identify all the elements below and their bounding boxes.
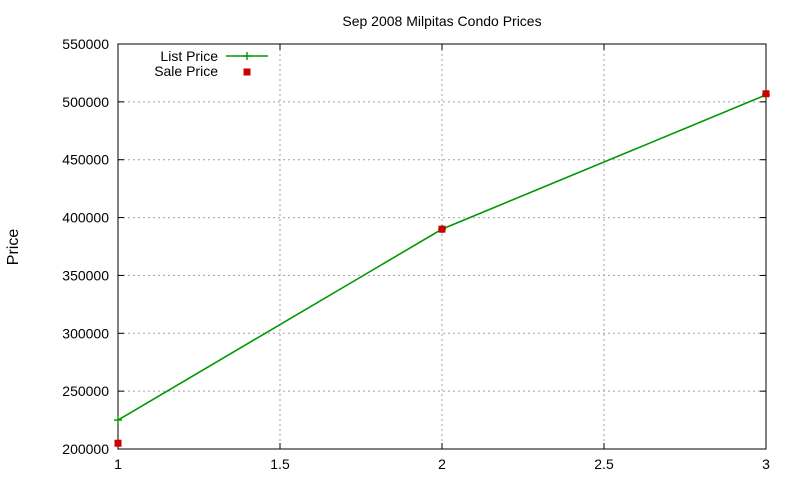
legend-marker-sale-price [243,68,251,76]
chart-title: Sep 2008 Milpitas Condo Prices [342,13,541,29]
sale-price-point [438,225,446,233]
y-tick-label: 400000 [62,210,109,226]
y-tick-label: 450000 [62,152,109,168]
list-price-line [117,94,767,421]
y-tick-label: 300000 [62,325,109,341]
y-tick-label: 500000 [62,94,109,110]
y-tick-label: 250000 [62,383,109,399]
grid [118,44,766,449]
x-tick-label: 1.5 [270,456,290,472]
legend-label-list-price: List Price [160,48,218,64]
x-tick-label: 2.5 [594,456,614,472]
sale-price-point [114,439,122,447]
x-tick-label: 2 [438,456,446,472]
legend-label-sale-price: Sale Price [154,63,218,79]
legend-marker-list-price [243,52,251,60]
series [114,90,770,447]
x-tick-label: 1 [114,456,122,472]
y-tick-label: 350000 [62,267,109,283]
x-tick-label: 3 [762,456,770,472]
y-axis-title: Price [5,229,22,266]
y-tick-label: 550000 [62,36,109,52]
list-price-point [114,416,122,425]
axis-ticks: 200000 250000 300000 350000 400000 450000 5000… [62,36,770,472]
sale-price-point [762,90,770,98]
y-tick-label: 200000 [62,441,109,457]
